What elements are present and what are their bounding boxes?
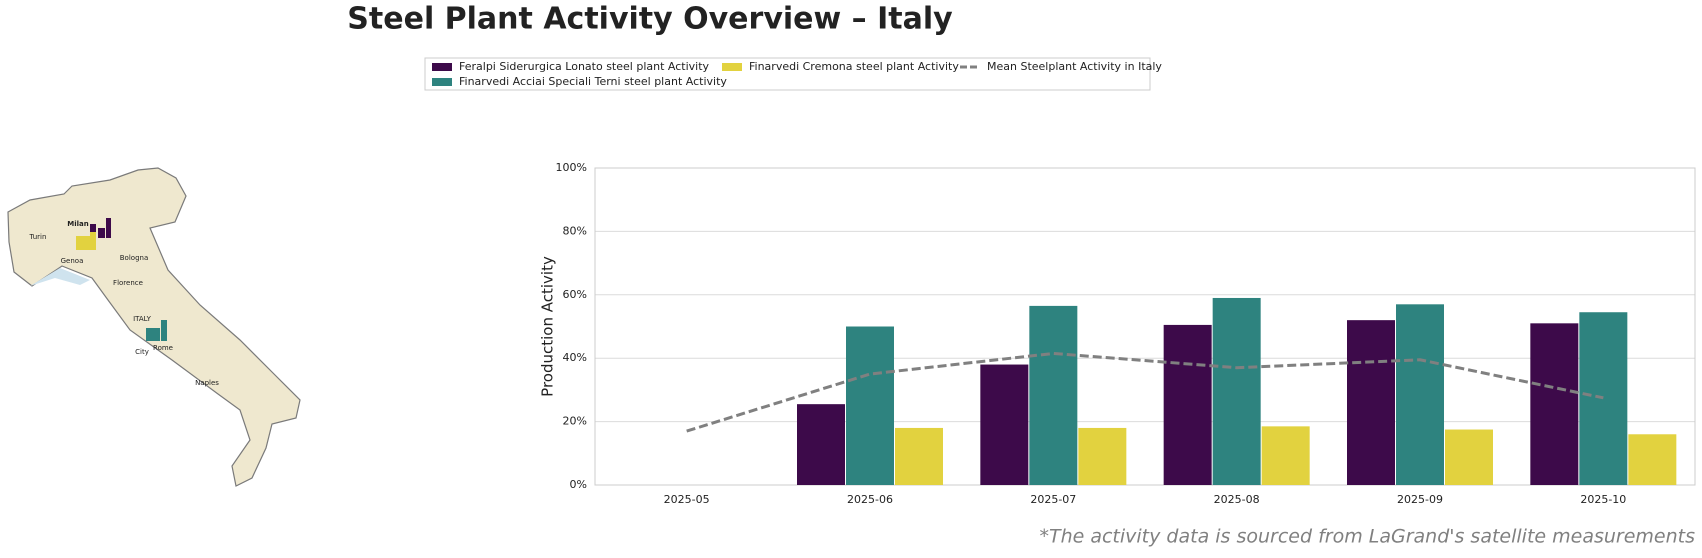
plant-icon (76, 236, 90, 250)
plant-icon (106, 218, 111, 238)
bar (1347, 320, 1395, 485)
footnote: *The activity data is sourced from LaGra… (1039, 526, 1695, 548)
plant-icon (98, 228, 105, 238)
bar (1212, 297, 1261, 485)
sea (30, 268, 90, 286)
bar (1579, 312, 1628, 485)
map-label: Genoa (61, 257, 84, 265)
y-tick-label: 80% (563, 224, 587, 237)
plant-icon (161, 320, 167, 341)
map-label: Rome (153, 344, 173, 352)
y-tick-label: 60% (563, 288, 587, 301)
map-label: City (135, 348, 149, 356)
bar (895, 427, 943, 485)
bar (1396, 304, 1444, 485)
plant-icon (146, 328, 160, 341)
bar (797, 404, 845, 485)
legend-label: Finarvedi Cremona steel plant Activity (749, 60, 959, 73)
map-label: ITALY (133, 315, 152, 323)
plant-icon (90, 232, 96, 250)
italy-shape (7, 167, 301, 487)
bar (1163, 324, 1212, 485)
mean-line (686, 351, 1604, 433)
map-label: Florence (113, 279, 143, 287)
legend-box (424, 57, 1151, 91)
y-tick-label: 100% (556, 161, 587, 174)
legend-label: Feralpi Siderurgica Lonato steel plant A… (459, 60, 710, 73)
legend-swatch (432, 78, 452, 86)
y-tick-label: 40% (563, 351, 587, 364)
x-tick-label: 2025-08 (1214, 493, 1260, 506)
chart-title: Steel Plant Activity Overview – Italy (347, 2, 953, 37)
bar (1628, 434, 1677, 485)
bar (1445, 429, 1493, 485)
bar (1078, 427, 1127, 485)
legend-label: Finarvedi Acciai Speciali Terni steel pl… (459, 75, 727, 88)
bar (1530, 323, 1579, 485)
y-tick-label: 20% (563, 415, 587, 428)
map-label: Naples (195, 379, 219, 387)
map (7, 167, 301, 487)
legend-swatch (722, 63, 742, 71)
legend-swatch (432, 63, 452, 71)
bar (1029, 305, 1078, 485)
plot-frame (594, 167, 1696, 486)
x-tick-label: 2025-05 (664, 493, 710, 506)
y-axis-label: Production Activity (539, 256, 557, 397)
y-tick-label: 0% (570, 478, 587, 491)
map-label: Milan (67, 220, 88, 228)
bar (1261, 426, 1310, 485)
x-tick-label: 2025-09 (1397, 493, 1443, 506)
map-label: Turin (29, 233, 47, 241)
legend-label: Mean Steelplant Activity in Italy (987, 60, 1162, 73)
map-label: Bologna (120, 254, 148, 262)
x-tick-label: 2025-07 (1030, 493, 1076, 506)
x-tick-label: 2025-10 (1580, 493, 1626, 506)
bar (980, 364, 1029, 485)
x-tick-label: 2025-06 (847, 493, 893, 506)
bar (846, 326, 894, 485)
plant-icon (90, 224, 96, 238)
